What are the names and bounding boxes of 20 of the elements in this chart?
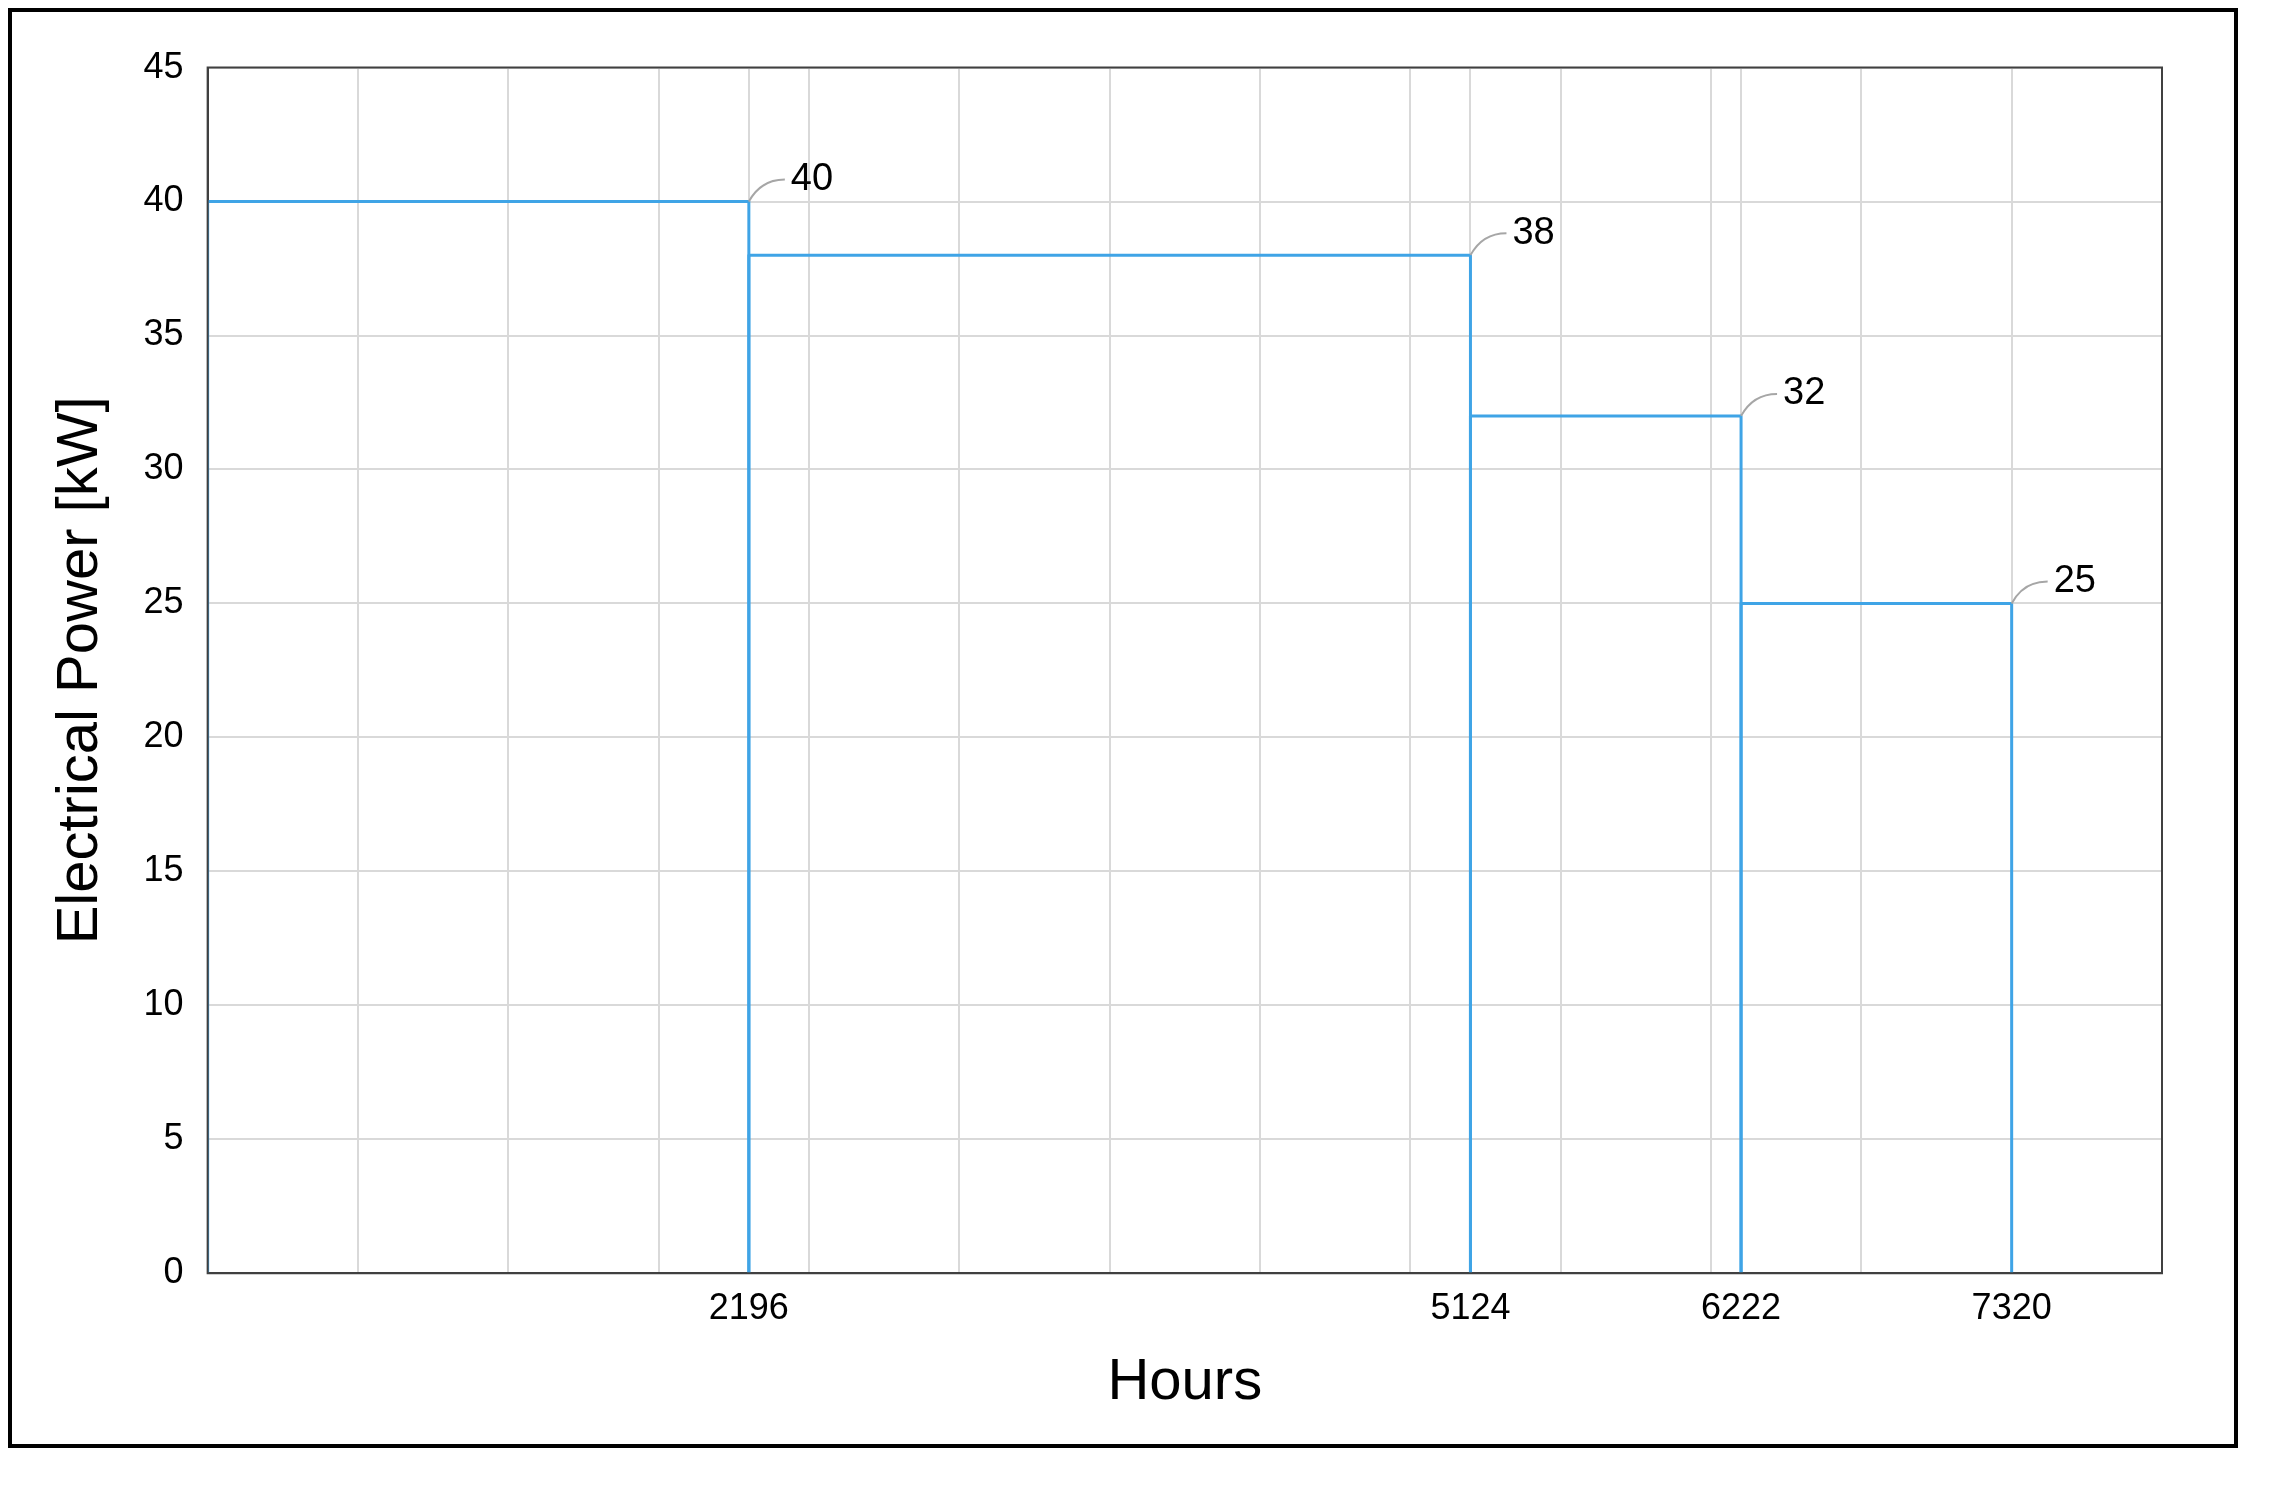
data-label: 40 <box>790 156 834 199</box>
x-axis-title: Hours <box>1107 1346 1263 1412</box>
y-tick-label: 20 <box>143 714 184 756</box>
y-tick-label: 25 <box>143 580 184 622</box>
y-tick-label: 45 <box>143 44 184 86</box>
data-label: 25 <box>2053 557 2096 600</box>
x-tick-label: 2196 <box>708 1285 789 1327</box>
y-tick-label: 35 <box>143 312 184 354</box>
y-tick-label: 0 <box>163 1250 184 1292</box>
y-tick-label: 10 <box>143 982 184 1024</box>
y-tick-label: 40 <box>143 178 184 220</box>
data-label: 32 <box>1783 370 1826 413</box>
y-axis-title: Electrical Power [kW] <box>43 396 109 945</box>
x-tick-label: 7320 <box>1971 1285 2052 1327</box>
data-label: 38 <box>1512 209 1555 252</box>
x-tick-label: 6222 <box>1701 1285 1782 1327</box>
y-tick-label: 30 <box>143 446 184 488</box>
y-tick-label: 15 <box>143 848 184 890</box>
y-tick-label: 5 <box>163 1116 184 1158</box>
x-tick-label: 5124 <box>1430 1285 1511 1327</box>
